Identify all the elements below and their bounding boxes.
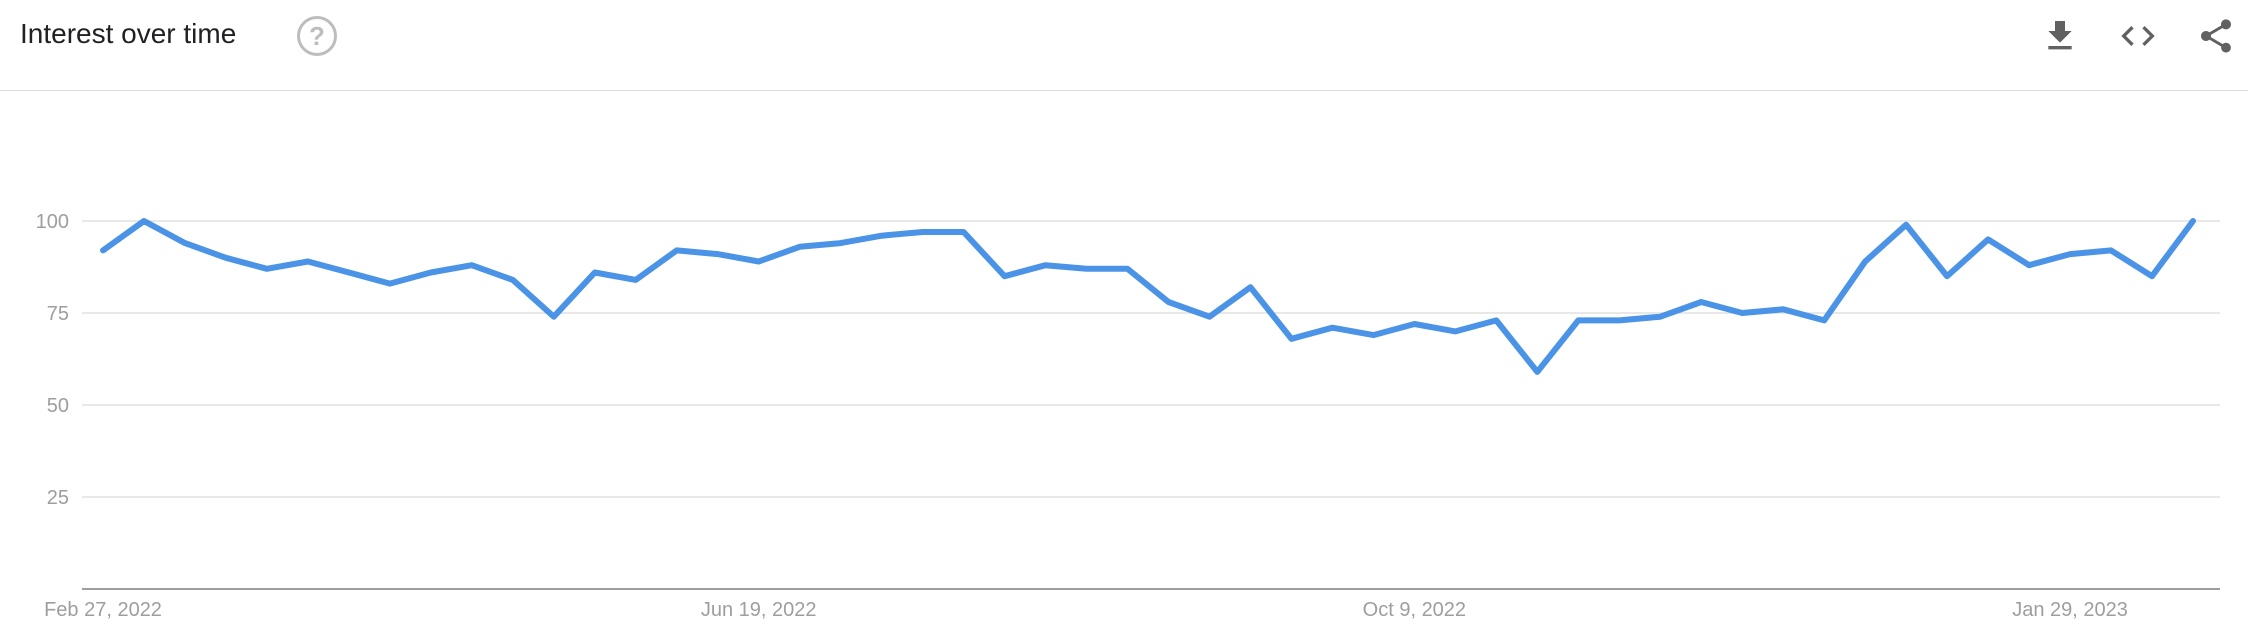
data-point[interactable] (879, 233, 885, 239)
data-point[interactable] (2067, 251, 2073, 257)
data-point[interactable] (1698, 299, 1704, 305)
data-point[interactable] (1411, 321, 1417, 327)
data-point[interactable] (1862, 258, 1868, 264)
chart-title: Interest over time (20, 18, 237, 49)
data-point[interactable] (1206, 314, 1212, 320)
data-point[interactable] (1821, 317, 1827, 323)
data-point[interactable] (961, 229, 967, 235)
x-tick-label: Feb 27, 2022 (44, 599, 162, 621)
data-points (100, 218, 2196, 375)
data-point[interactable] (223, 255, 229, 261)
data-point[interactable] (1780, 306, 1786, 312)
data-point[interactable] (141, 218, 147, 224)
data-point[interactable] (346, 270, 352, 276)
data-point[interactable] (2149, 273, 2155, 279)
data-point[interactable] (1616, 317, 1622, 323)
data-point[interactable] (592, 270, 598, 276)
data-point[interactable] (1043, 262, 1049, 268)
y-tick-label: 25 (47, 487, 69, 509)
data-point[interactable] (797, 244, 803, 250)
download-icon[interactable] (2040, 16, 2080, 56)
data-point[interactable] (1084, 266, 1090, 272)
data-point[interactable] (2108, 247, 2114, 253)
data-point[interactable] (1125, 266, 1131, 272)
data-point[interactable] (100, 247, 106, 253)
data-point[interactable] (633, 277, 639, 283)
data-point[interactable] (1575, 317, 1581, 323)
x-tick-label: Oct 9, 2022 (1363, 599, 1466, 621)
y-tick-label: 50 (47, 395, 69, 417)
data-point[interactable] (838, 240, 844, 246)
data-point[interactable] (510, 277, 516, 283)
data-point[interactable] (1985, 236, 1991, 242)
x-tick-label: Jun 19, 2022 (701, 599, 817, 621)
data-point[interactable] (2026, 262, 2032, 268)
data-point[interactable] (1739, 310, 1745, 316)
share-icon[interactable] (2196, 16, 2236, 56)
data-point[interactable] (469, 262, 475, 268)
data-point[interactable] (1329, 325, 1335, 331)
data-point[interactable] (1288, 336, 1294, 342)
y-tick-label: 75 (47, 303, 69, 325)
data-point[interactable] (1165, 299, 1171, 305)
data-point[interactable] (674, 247, 680, 253)
data-point[interactable] (1657, 314, 1663, 320)
series-line (100, 218, 2196, 375)
data-point[interactable] (1370, 332, 1376, 338)
data-point[interactable] (2190, 218, 2196, 224)
data-point[interactable] (1002, 273, 1008, 279)
data-point[interactable] (182, 240, 188, 246)
data-point[interactable] (1452, 328, 1458, 334)
data-point[interactable] (1493, 317, 1499, 323)
data-point[interactable] (1247, 284, 1253, 290)
help-circle-icon[interactable]: ? (297, 16, 337, 56)
data-point[interactable] (715, 251, 721, 257)
y-tick-label: 100 (36, 211, 69, 233)
embed-code-icon[interactable] (2118, 16, 2158, 56)
data-point[interactable] (1944, 273, 1950, 279)
data-point[interactable] (305, 258, 311, 264)
chart-header: Interest over time ? (0, 0, 2248, 91)
data-point[interactable] (756, 258, 762, 264)
data-point[interactable] (387, 281, 393, 287)
data-point[interactable] (920, 229, 926, 235)
data-point[interactable] (264, 266, 270, 272)
data-point[interactable] (551, 314, 557, 320)
data-point[interactable] (1534, 369, 1540, 375)
x-tick-label: Jan 29, 2023 (2012, 599, 2128, 621)
data-point[interactable] (428, 270, 434, 276)
data-point[interactable] (1903, 222, 1909, 228)
